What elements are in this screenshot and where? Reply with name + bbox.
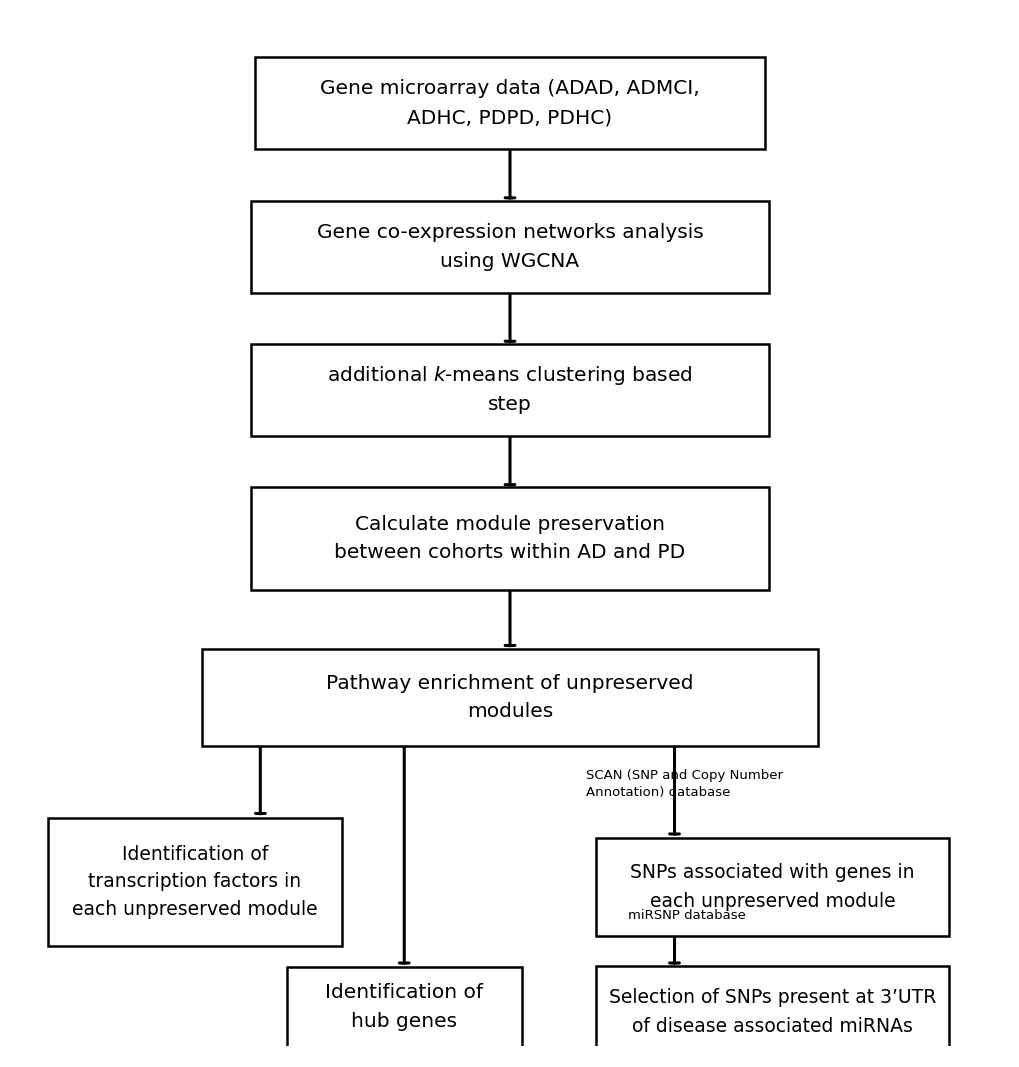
Text: modules: modules [467, 702, 552, 721]
Text: each unpreserved module: each unpreserved module [649, 892, 895, 911]
Bar [202, 649, 817, 746]
Bar [595, 966, 948, 1058]
Bar [251, 488, 768, 590]
Text: step: step [488, 395, 531, 414]
Text: SCAN (SNP and Copy Number
Annotation) database: SCAN (SNP and Copy Number Annotation) da… [586, 769, 783, 799]
Text: Gene co-expression networks analysis: Gene co-expression networks analysis [316, 223, 703, 242]
Text: Identification of: Identification of [121, 845, 268, 863]
Text: between cohorts within AD and PD: between cohorts within AD and PD [334, 543, 685, 562]
Text: Calculate module preservation: Calculate module preservation [355, 514, 664, 534]
Text: hub genes: hub genes [351, 1012, 457, 1031]
Text: transcription factors in: transcription factors in [88, 872, 301, 891]
Bar [251, 344, 768, 436]
Text: using WGCNA: using WGCNA [440, 252, 579, 271]
Text: additional $k$-means clustering based: additional $k$-means clustering based [327, 364, 692, 387]
Text: Gene microarray data (ADAD, ADMCI,: Gene microarray data (ADAD, ADMCI, [320, 79, 699, 98]
Text: of disease associated miRNAs: of disease associated miRNAs [632, 1017, 912, 1036]
Text: ADHC, PDPD, PDHC): ADHC, PDPD, PDHC) [407, 108, 612, 127]
Bar [286, 967, 522, 1047]
Bar [595, 839, 948, 936]
Text: SNPs associated with genes in: SNPs associated with genes in [630, 863, 914, 882]
Bar [48, 817, 341, 945]
Bar [251, 201, 768, 292]
Text: miRSNP database: miRSNP database [627, 909, 745, 922]
Text: Identification of: Identification of [325, 983, 483, 1002]
Text: each unpreserved module: each unpreserved module [71, 899, 317, 919]
Bar [255, 58, 764, 149]
Text: Pathway enrichment of unpreserved: Pathway enrichment of unpreserved [326, 673, 693, 692]
Text: Selection of SNPs present at 3’UTR: Selection of SNPs present at 3’UTR [608, 988, 935, 1007]
